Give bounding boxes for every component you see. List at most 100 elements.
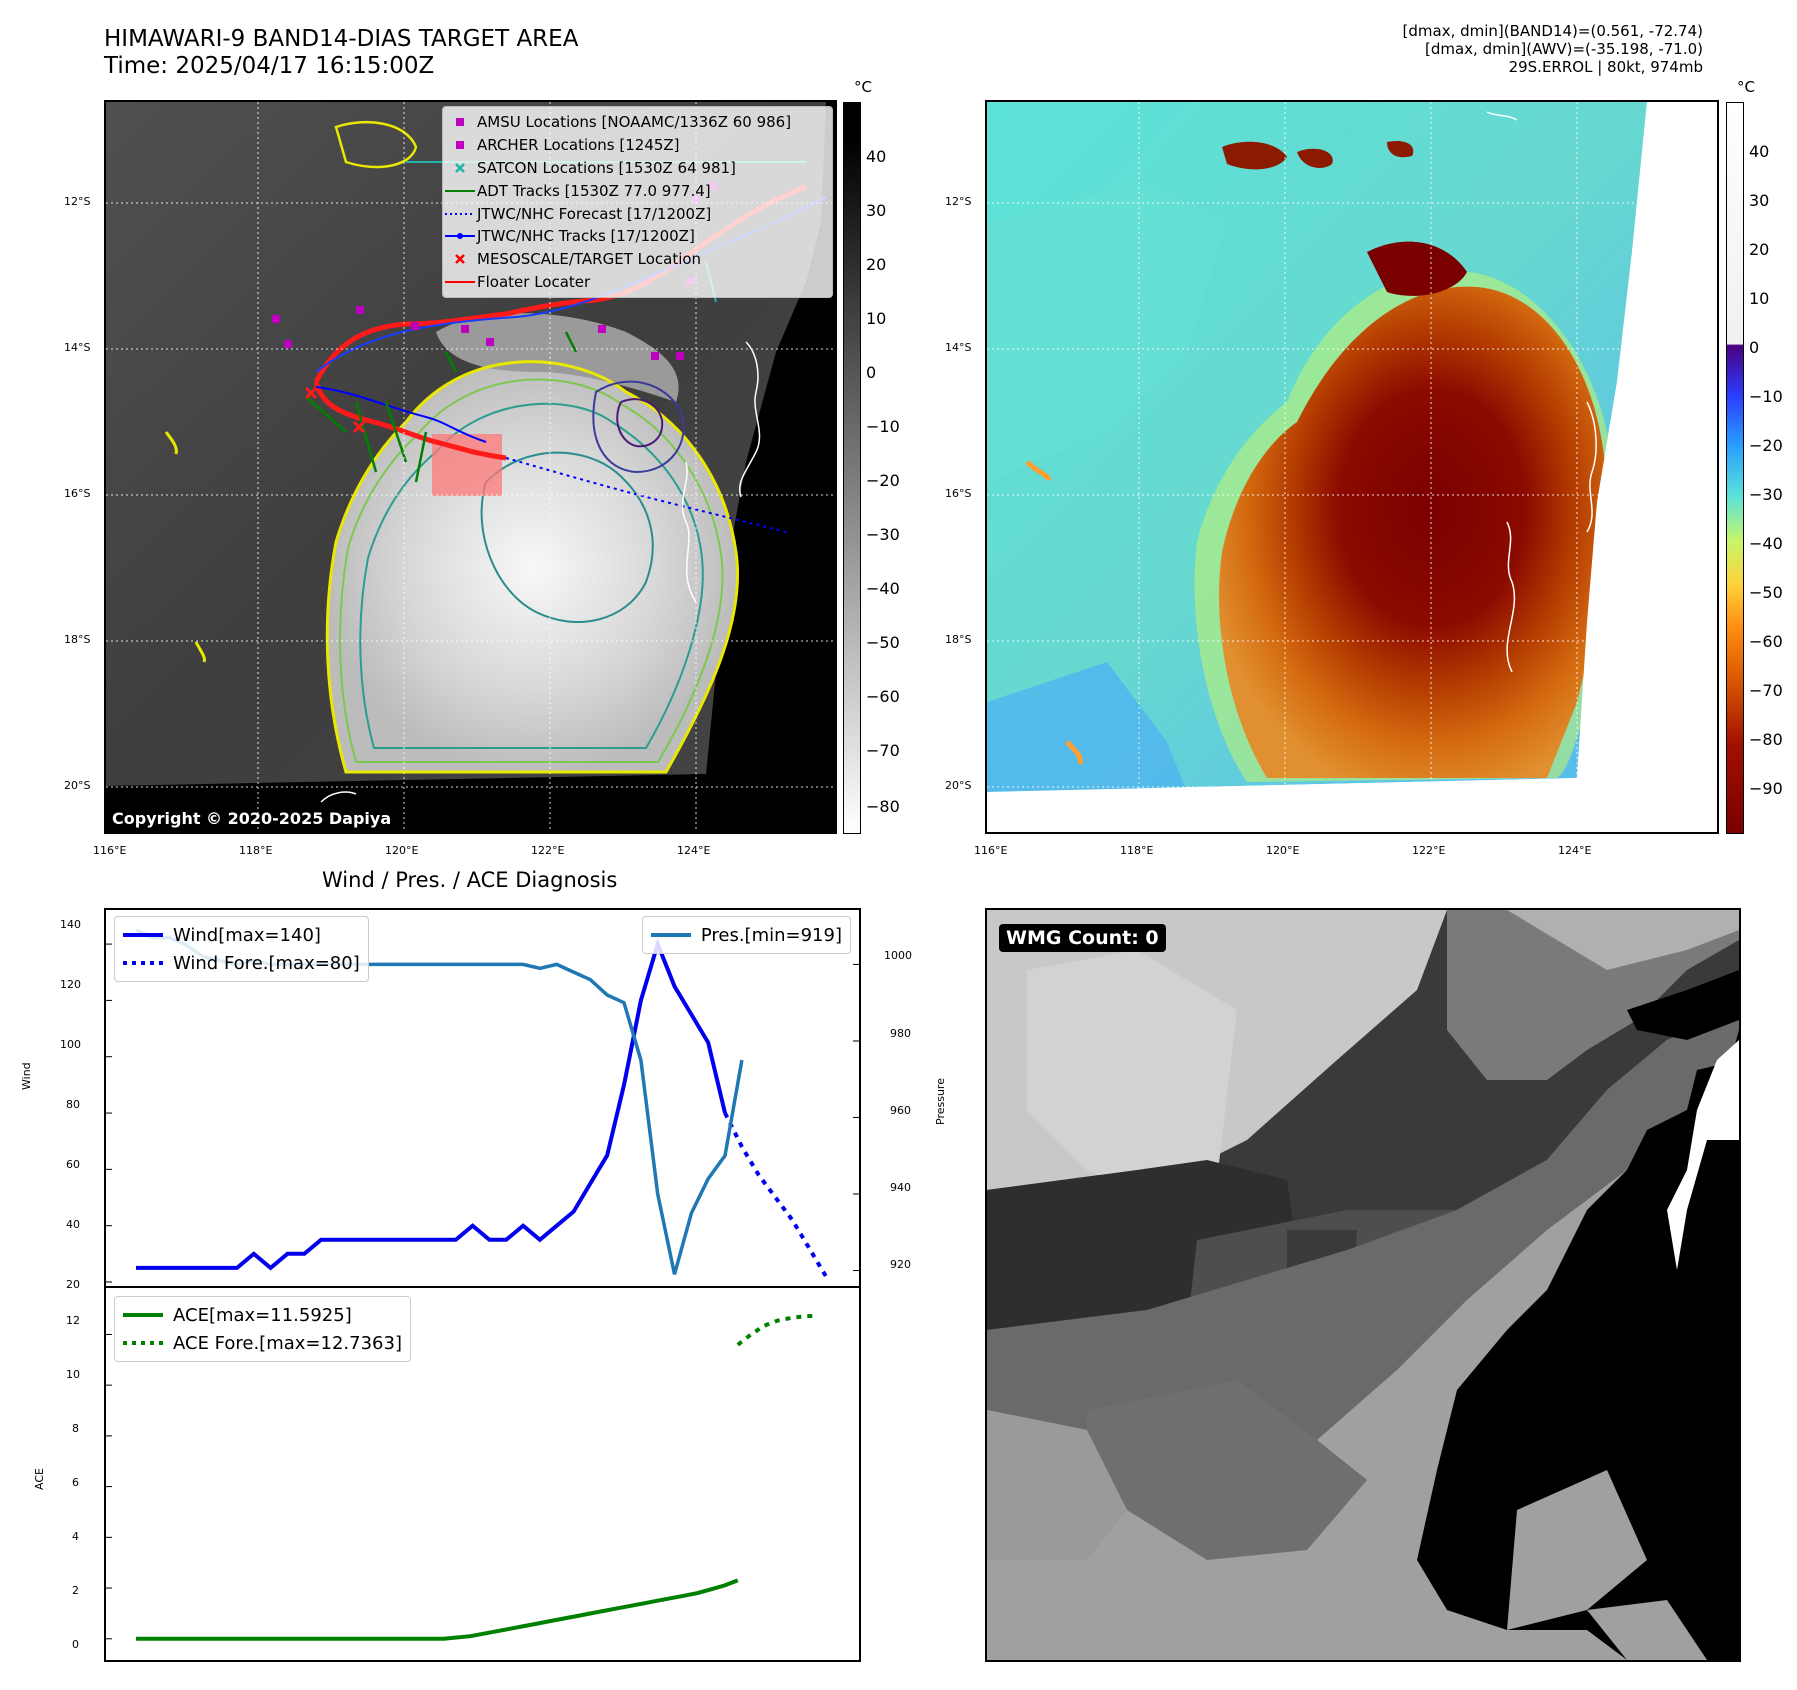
lat-tick: 16°S <box>945 487 972 500</box>
legend-dotted-line-icon <box>123 961 163 965</box>
pressure-legend: Pres.[min=919] <box>641 916 851 954</box>
ace-legend: ACE[max=11.5925] ACE Fore.[max=12.7363] <box>114 1296 411 1362</box>
diagnosis-title: Wind / Pres. / ACE Diagnosis <box>322 868 618 892</box>
stats-line1: [dmax, dmin](BAND14)=(0.561, -72.74) <box>1402 22 1703 40</box>
colorbar-tick: −50 <box>866 633 900 652</box>
copyright-text: Copyright © 2020-2025 Dapiya <box>112 809 392 828</box>
ir-color-image <box>987 102 1717 832</box>
lon-tick: 124°E <box>1558 844 1592 857</box>
legend-line-dot-icon <box>443 232 477 240</box>
colorbar-tick: −10 <box>1749 387 1783 406</box>
colorbar-tick: −80 <box>866 797 900 816</box>
legend-solid-line-icon <box>650 933 691 937</box>
lat-tick: 12°S <box>64 195 91 208</box>
lon-tick: 122°E <box>1412 844 1446 857</box>
lat-tick: 14°S <box>945 341 972 354</box>
colorbar-tick: 10 <box>1749 289 1770 308</box>
lat-tick: 14°S <box>64 341 91 354</box>
ace-plot <box>106 1313 819 1641</box>
colorbar-tick: 0 <box>1749 338 1760 357</box>
legend-label: Wind Fore.[max=80] <box>173 952 360 974</box>
colorbar-tick: −50 <box>1749 583 1783 602</box>
wmg-image <box>987 910 1739 1660</box>
lon-tick: 124°E <box>677 844 711 857</box>
colorbar-tick: 0 <box>866 363 877 382</box>
colorbar-tick: −90 <box>1749 779 1783 798</box>
stats-block: [dmax, dmin](BAND14)=(0.561, -72.74) [dm… <box>1403 22 1703 76</box>
pressure-ytick: 920 <box>890 1258 911 1271</box>
legend-item-jtwc-forecast: JTWC/NHC Forecast [17/1200Z] <box>443 202 828 225</box>
legend-item-ace-forecast: ACE Fore.[max=12.7363] <box>123 1329 402 1357</box>
legend-item-wind-forecast: Wind Fore.[max=80] <box>123 949 360 977</box>
ace-ytick: 4 <box>72 1530 79 1543</box>
colorbar-tick: −20 <box>1749 436 1783 455</box>
legend-label: AMSU Locations [NOAAMC/1336Z 60 986] <box>477 113 792 132</box>
ace-chart: ACE[max=11.5925] ACE Fore.[max=12.7363] <box>104 1286 861 1662</box>
colorbar-tick: 40 <box>1749 142 1770 161</box>
ir-color-map <box>985 100 1719 834</box>
wind-axis-label: Wind <box>20 1062 33 1090</box>
legend-label: ARCHER Locations [1245Z] <box>477 136 680 155</box>
legend-item-jtwc-tracks: JTWC/NHC Tracks [17/1200Z] <box>443 225 828 248</box>
lon-tick: 120°E <box>1266 844 1300 857</box>
wind-ytick: 140 <box>60 918 81 931</box>
legend-label: MESOSCALE/TARGET Location <box>477 250 702 269</box>
colorbar-tick: 30 <box>1749 191 1770 210</box>
legend-line-icon <box>443 188 477 194</box>
wind-ytick: 100 <box>60 1038 81 1051</box>
legend-item-pressure: Pres.[min=919] <box>650 921 842 949</box>
wind-ytick: 40 <box>66 1218 80 1231</box>
lon-tick: 116°E <box>974 844 1008 857</box>
legend-marker-square-icon <box>443 140 477 150</box>
legend-label: Floater Locater <box>477 272 591 291</box>
series-line-1 <box>723 1112 828 1278</box>
legend-marker-square-icon <box>443 117 477 127</box>
color-colorbar <box>1726 102 1744 834</box>
legend-label: Pres.[min=919] <box>700 924 842 946</box>
gray-colorbar-unit: °C <box>854 78 872 96</box>
legend-item-satcon: SATCON Locations [1530Z 64 981] <box>443 157 828 180</box>
lon-tick: 120°E <box>385 844 419 857</box>
wind-ytick: 60 <box>66 1158 80 1171</box>
ace-ytick: 2 <box>72 1584 79 1597</box>
legend-dotted-line-icon <box>123 1341 163 1345</box>
map-legend: AMSU Locations [NOAAMC/1336Z 60 986] ARC… <box>442 106 833 299</box>
ace-ytick: 12 <box>66 1314 80 1327</box>
figure-title: HIMAWARI-9 BAND14-DIAS TARGET AREA Time:… <box>104 26 578 80</box>
pressure-ytick: 1000 <box>884 949 912 962</box>
legend-line-icon <box>443 279 477 285</box>
wind-ytick: 20 <box>66 1278 80 1291</box>
wmg-panel: WMG Count: 0 <box>985 908 1741 1662</box>
colorbar-tick: −20 <box>866 471 900 490</box>
colorbar-tick: 10 <box>866 309 887 328</box>
ace-ytick: 8 <box>72 1422 79 1435</box>
colorbar-tick: −70 <box>866 741 900 760</box>
lon-tick: 118°E <box>1120 844 1154 857</box>
legend-item-wind: Wind[max=140] <box>123 921 360 949</box>
lon-tick: 116°E <box>93 844 127 857</box>
legend-item-amsu: AMSU Locations [NOAAMC/1336Z 60 986] <box>443 111 828 134</box>
colorbar-tick: −70 <box>1749 681 1783 700</box>
colorbar-tick: −40 <box>866 579 900 598</box>
pressure-ytick: 980 <box>890 1027 911 1040</box>
colorbar-tick: 20 <box>1749 240 1770 259</box>
series-line-ace <box>136 1578 739 1641</box>
gray-colorbar <box>843 102 861 834</box>
pressure-ytick: 960 <box>890 1104 911 1117</box>
colorbar-tick: 20 <box>866 255 887 274</box>
lat-tick: 20°S <box>945 779 972 792</box>
colorbar-tick: 40 <box>866 147 887 166</box>
colorbar-tick: −60 <box>866 687 900 706</box>
ace-axis-label: ACE <box>33 1468 46 1490</box>
legend-item-adt: ADT Tracks [1530Z 77.0 977.4] <box>443 179 828 202</box>
wind-ytick: 120 <box>60 978 81 991</box>
lat-tick: 16°S <box>64 487 91 500</box>
legend-marker-x-icon <box>443 253 477 265</box>
colorbar-tick: −30 <box>1749 485 1783 504</box>
legend-label: ACE Fore.[max=12.7363] <box>173 1332 402 1354</box>
lat-tick: 18°S <box>64 633 91 646</box>
legend-label: JTWC/NHC Forecast [17/1200Z] <box>477 204 712 223</box>
colorbar-tick: 30 <box>866 201 887 220</box>
stats-line3: 29S.ERROL | 80kt, 974mb <box>1508 58 1703 76</box>
lat-tick: 18°S <box>945 633 972 646</box>
